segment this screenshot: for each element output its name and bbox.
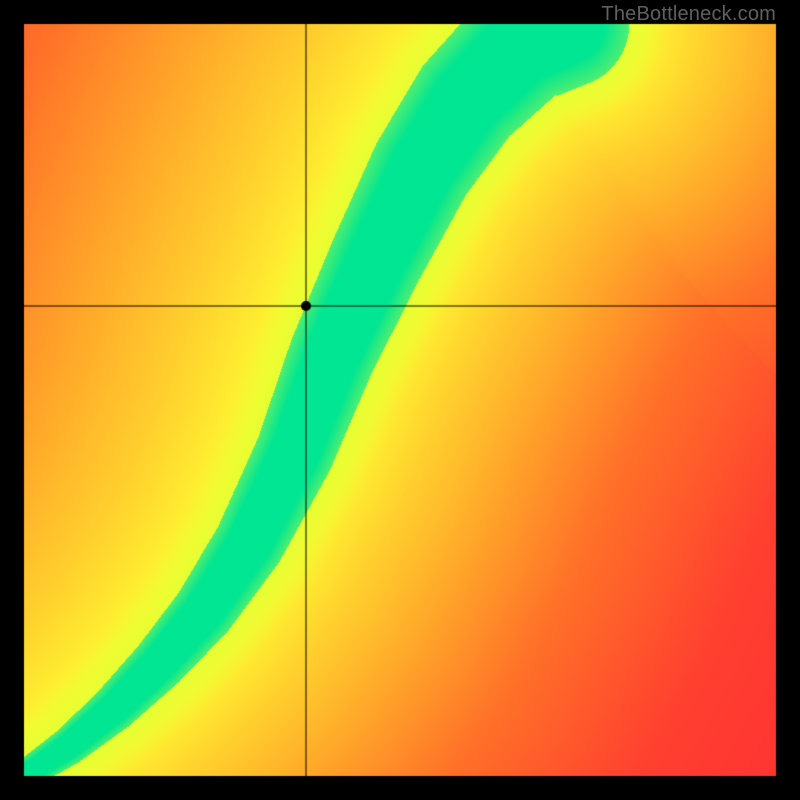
bottleneck-heatmap	[0, 0, 800, 800]
watermark-label: TheBottleneck.com	[601, 3, 776, 26]
